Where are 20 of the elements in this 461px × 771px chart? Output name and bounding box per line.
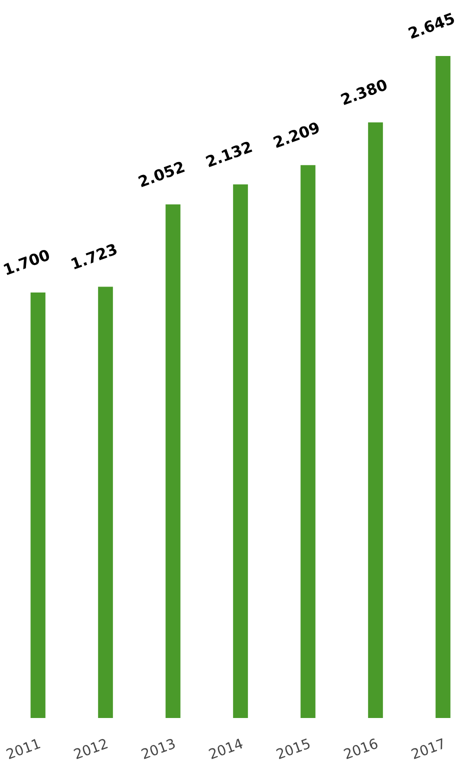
data-label: 1.700 [3, 248, 50, 276]
x-tick-label: 2016 [343, 738, 378, 760]
bar [166, 204, 180, 718]
x-tick-label: 2014 [208, 738, 244, 760]
bar [300, 165, 316, 718]
bar [368, 122, 383, 718]
bar [30, 292, 46, 718]
bar [233, 184, 248, 718]
x-tick-label: 2012 [73, 738, 108, 760]
data-label: 1.723 [70, 243, 118, 270]
data-label: 2.380 [340, 78, 388, 106]
data-label: 2.132 [205, 140, 252, 168]
x-tick-label: 2015 [276, 738, 311, 760]
bar [98, 286, 113, 718]
x-tick-label: 2011 [6, 738, 40, 760]
data-label: 2.209 [272, 121, 320, 148]
x-tick-label: 2013 [140, 738, 176, 760]
x-tick-label: 2017 [410, 738, 446, 760]
bar [436, 56, 450, 718]
data-label: 2.052 [138, 160, 185, 188]
